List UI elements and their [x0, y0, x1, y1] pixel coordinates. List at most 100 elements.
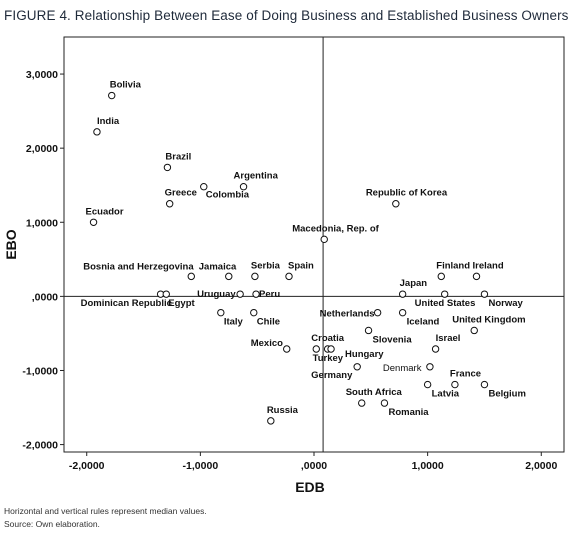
- point-romania: [380, 399, 389, 407]
- point-ireland: [472, 272, 481, 281]
- point-slovenia: [364, 326, 373, 335]
- point-japan: [398, 290, 407, 298]
- point-label-mexico: Mexico: [251, 338, 283, 349]
- footnote-source: Source: Own elaboration.: [4, 519, 100, 529]
- y-tick-label: 2,0000: [26, 143, 58, 155]
- point-egypt: [162, 290, 170, 298]
- point-label-uruguay: Uruguay: [197, 289, 236, 300]
- point-label-united-states: United States: [415, 298, 476, 309]
- point-denmark: [426, 363, 434, 371]
- point-russia: [267, 417, 275, 425]
- point-finland: [437, 272, 445, 281]
- x-tick-label: 1,0000: [412, 460, 444, 472]
- point-label-turkey: Turkey: [313, 353, 344, 364]
- point-bolivia: [108, 91, 116, 100]
- point-label-argentina: Argentina: [234, 171, 279, 182]
- point-label-republic-of-korea: Republic of Korea: [366, 188, 448, 199]
- point-label-slovenia: Slovenia: [373, 334, 413, 345]
- point-jamaica: [225, 272, 233, 281]
- point-bosnia-and-herzegovina: [187, 272, 195, 281]
- point-label-norway: Norway: [488, 298, 523, 309]
- point-serbia: [251, 272, 259, 281]
- point-south-africa: [358, 399, 366, 407]
- x-tick-label: ,0000: [301, 460, 327, 472]
- plot-frame: [63, 36, 565, 453]
- point-germany: [353, 363, 361, 371]
- point-spain: [285, 272, 293, 281]
- point-colombia: [200, 182, 208, 191]
- point-india: [93, 128, 101, 136]
- point-belgium: [480, 380, 489, 389]
- x-tick-label: -2,0000: [69, 460, 105, 472]
- point-greece: [165, 200, 174, 208]
- point-peru: [252, 290, 260, 298]
- point-label-brazil: Brazil: [165, 151, 191, 162]
- point-label-south-africa: South Africa: [346, 387, 403, 398]
- y-tick-label: -2,0000: [22, 440, 58, 452]
- point-macedonia-rep-of: [320, 235, 328, 244]
- point-label-italy: Italy: [224, 317, 244, 328]
- point-latvia: [423, 380, 432, 389]
- point-label-denmark: Denmark: [383, 363, 422, 374]
- y-tick-label: 3,0000: [26, 69, 58, 81]
- y-tick-label: ,0000: [32, 291, 58, 303]
- point-brazil: [163, 163, 172, 172]
- point-france: [451, 380, 459, 389]
- x-tick-label: -1,0000: [183, 460, 219, 472]
- point-label-india: India: [97, 116, 120, 127]
- point-label-bosnia-and-herzegovina: Bosnia and Herzegovina: [83, 261, 194, 272]
- point-label-spain: Spain: [288, 260, 314, 271]
- point-united-kingdom: [470, 326, 478, 335]
- median-reference-lines: [64, 37, 564, 452]
- point-label-russia: Russia: [267, 405, 299, 416]
- point-label-germany: Germany: [311, 370, 353, 381]
- point-labels: Bolivia India Brazil Argentina Colombia Greec…: [81, 80, 526, 419]
- y-axis-label: EBO: [3, 229, 19, 259]
- point-croatia: [312, 345, 320, 353]
- point-label-israel: Israel: [436, 333, 461, 344]
- data-points: [89, 91, 489, 425]
- point-label-dominican-republic: Dominican Republic: [81, 298, 172, 309]
- point-label-peru: Peru: [259, 289, 280, 300]
- point-chile: [250, 308, 258, 317]
- point-argentina: [239, 182, 248, 191]
- point-label-egypt: Egypt: [168, 298, 195, 309]
- point-netherlands: [373, 308, 382, 317]
- point-republic-of-korea: [392, 200, 400, 208]
- point-ecuador: [89, 218, 98, 226]
- point-hungary: [327, 345, 335, 353]
- chart-title: FIGURE 4. Relationship Between Ease of D…: [4, 8, 569, 23]
- point-label-iceland: Iceland: [407, 317, 440, 328]
- point-label-chile: Chile: [257, 317, 280, 328]
- point-iceland: [398, 308, 407, 317]
- point-norway: [480, 290, 489, 298]
- point-label-colombia: Colombia: [206, 190, 250, 201]
- x-axis-label: EDB: [295, 479, 325, 495]
- point-mexico: [283, 345, 291, 353]
- point-label-japan: Japan: [400, 278, 428, 289]
- footnote-median: Horizontal and vertical rules represent …: [4, 506, 207, 516]
- point-united-states: [440, 290, 449, 298]
- point-label-serbia: Serbia: [251, 260, 281, 271]
- point-label-croatia: Croatia: [311, 333, 344, 344]
- point-label-belgium: Belgium: [488, 389, 525, 400]
- y-tick-label: -1,0000: [22, 365, 58, 377]
- y-tick-label: 1,0000: [26, 217, 58, 229]
- point-label-romania: Romania: [388, 407, 429, 418]
- point-label-jamaica: Jamaica: [199, 261, 237, 272]
- point-label-united-kingdom: United Kingdom: [452, 314, 525, 325]
- point-italy: [217, 308, 225, 317]
- x-tick-label: 2,0000: [525, 460, 557, 472]
- axis-ticks: -2,0000 -1,0000 ,0000 1,0000 2,0000 3,0000 2,0…: [22, 69, 557, 472]
- point-label-greece: Greece: [165, 188, 197, 199]
- point-label-hungary: Hungary: [345, 349, 384, 360]
- point-israel: [431, 345, 440, 353]
- point-uruguay: [236, 290, 244, 298]
- point-label-bolivia: Bolivia: [110, 80, 142, 91]
- point-label-macedonia-rep-of: Macedonia, Rep. of: [292, 223, 379, 234]
- point-label-ireland: Ireland: [473, 260, 504, 271]
- point-label-netherlands: Netherlands: [320, 309, 375, 320]
- point-label-latvia: Latvia: [432, 389, 460, 400]
- point-label-france: France: [450, 369, 481, 380]
